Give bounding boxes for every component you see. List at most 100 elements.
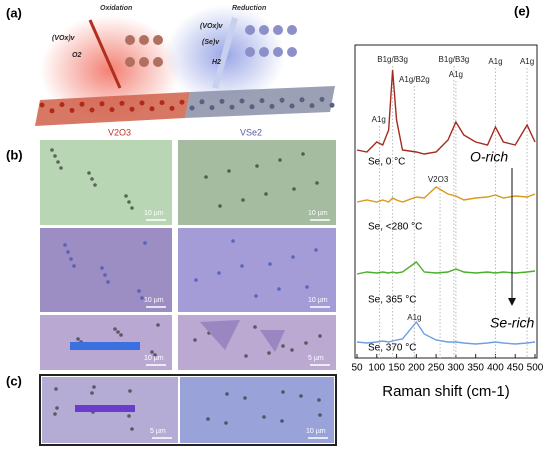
x-tick-label: 250: [428, 363, 445, 374]
particle: [241, 198, 245, 202]
atom: [149, 106, 155, 112]
particle: [253, 325, 257, 329]
particle: [281, 390, 285, 394]
particle: [264, 192, 268, 196]
particle: [277, 287, 281, 291]
particle: [318, 334, 322, 338]
particle: [150, 350, 154, 354]
flake: [200, 320, 240, 350]
spectrum-label: Se, 370 °C: [368, 343, 416, 354]
particle: [280, 419, 284, 423]
particle: [291, 255, 295, 259]
molecule: [287, 47, 297, 57]
particle: [63, 243, 67, 247]
schematic-label: (VOx)v: [52, 35, 76, 42]
molecule: [125, 57, 135, 67]
particle: [130, 206, 134, 210]
atom: [39, 102, 45, 108]
molecule: [139, 57, 149, 67]
atom: [59, 102, 65, 108]
particle: [103, 273, 107, 277]
particle: [281, 344, 285, 348]
molecule: [125, 35, 135, 45]
particle: [55, 406, 59, 410]
phase-label: V2O3: [108, 127, 131, 137]
atom: [329, 102, 335, 108]
particle: [301, 152, 305, 156]
peak-annotation: A1g: [520, 57, 534, 66]
molecule: [245, 47, 255, 57]
peak-annotation: A1g/B2g: [399, 75, 430, 84]
molecule: [153, 57, 163, 67]
scale-bar-label: 5 µm: [308, 355, 324, 362]
particle: [318, 413, 322, 417]
particle: [156, 323, 160, 327]
particle: [206, 417, 210, 421]
particle: [128, 389, 132, 393]
particle: [314, 248, 318, 252]
particle: [194, 278, 198, 282]
oxidation-arrow: [88, 19, 122, 89]
atom: [99, 101, 105, 107]
atom: [299, 97, 305, 103]
atom: [79, 101, 85, 107]
atom: [219, 98, 225, 104]
particle: [130, 427, 134, 431]
spectrum-label: Se, <280 °C: [368, 222, 422, 233]
panel-c-frame: [39, 374, 337, 446]
particle: [305, 285, 309, 289]
particle: [227, 169, 231, 173]
particle: [224, 421, 228, 425]
particle: [100, 266, 104, 270]
particle: [255, 164, 259, 168]
flake: [75, 405, 135, 412]
spectrum: [356, 261, 536, 275]
reduction-arrow: [212, 17, 238, 89]
particle: [267, 351, 271, 355]
peak-annotation: A1g: [449, 70, 463, 79]
particle: [53, 154, 57, 158]
trend-label: O-rich: [470, 149, 508, 165]
plot-frame: [354, 44, 538, 359]
micrograph: [180, 377, 334, 443]
scale-bar-label: 5 µm: [150, 428, 166, 435]
particle: [90, 177, 94, 181]
atom: [199, 99, 205, 105]
atom: [179, 99, 185, 105]
atom: [319, 96, 325, 102]
schematic-label: (VOx)v: [200, 23, 224, 30]
peak-annotation: B1g/B3g: [377, 55, 408, 64]
particle: [278, 158, 282, 162]
particle: [204, 175, 208, 179]
atom: [269, 103, 275, 109]
particle: [317, 398, 321, 402]
particle: [53, 412, 57, 416]
x-tick-label: 400: [487, 363, 504, 374]
particle: [193, 338, 197, 342]
scale-bar-label: 10 µm: [144, 355, 164, 362]
molecule: [273, 25, 283, 35]
particle: [153, 353, 157, 357]
x-tick-label: 350: [467, 363, 484, 374]
x-tick-label: 150: [388, 363, 405, 374]
particle: [59, 166, 63, 170]
arrow-head: [508, 298, 516, 306]
atom: [119, 100, 125, 106]
atom: [89, 107, 95, 113]
particle: [56, 160, 60, 164]
atom: [129, 106, 135, 112]
phase-label: VSe2: [240, 127, 262, 137]
particle: [243, 396, 247, 400]
peak-annotation: B1g/B3g: [439, 55, 470, 64]
peak-annotation: A1g: [488, 57, 502, 66]
particle: [124, 194, 128, 198]
atom: [289, 103, 295, 109]
particle: [93, 183, 97, 187]
scale-bar-label: 10 µm: [144, 210, 164, 217]
atom: [249, 104, 255, 110]
atom: [159, 100, 165, 106]
x-tick-label: 50: [351, 363, 363, 374]
particle: [127, 200, 131, 204]
particle: [76, 337, 80, 341]
